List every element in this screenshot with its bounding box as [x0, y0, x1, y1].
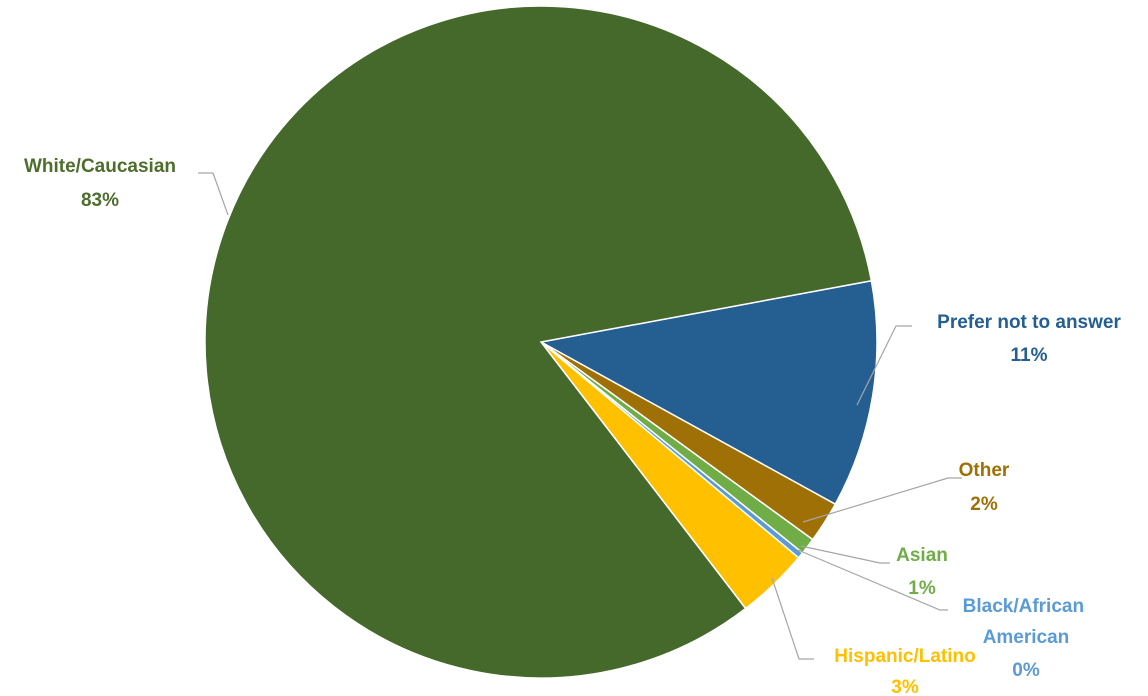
label-prefer-not-to-answer-name: Prefer not to answer	[937, 312, 1121, 333]
label-hispanic-latino-name: Hispanic/Latino	[834, 646, 975, 667]
label-hispanic-latino-pct: 3%	[891, 677, 919, 696]
slice-white-caucasian	[204, 5, 873, 679]
label-other-pct: 2%	[970, 494, 998, 515]
leader-black-african-american	[797, 549, 948, 611]
leader-asian	[800, 545, 890, 564]
label-black-african-american-pct: 0%	[1012, 660, 1040, 681]
slice-prefer-not-to-answer	[538, 279, 878, 506]
label-prefer-not-to-answer-pct: 11%	[1011, 345, 1048, 366]
leader-other	[802, 477, 962, 523]
leader-white-caucasian	[198, 172, 229, 216]
label-asian-name: Asian	[896, 545, 948, 566]
label-white-caucasian-pct: 83%	[81, 190, 119, 211]
leader-lines	[198, 172, 962, 660]
label-other-name: Other	[959, 460, 1010, 481]
label-white-caucasian-name: White/Caucasian	[24, 156, 176, 177]
leader-hispanic-latino	[771, 577, 814, 660]
label-asian-pct: 1%	[908, 578, 936, 599]
label-black-african-american-name: Black/African American	[963, 596, 1090, 648]
pie-slices	[204, 5, 878, 679]
leader-prefer-not-to-answer	[856, 325, 912, 406]
